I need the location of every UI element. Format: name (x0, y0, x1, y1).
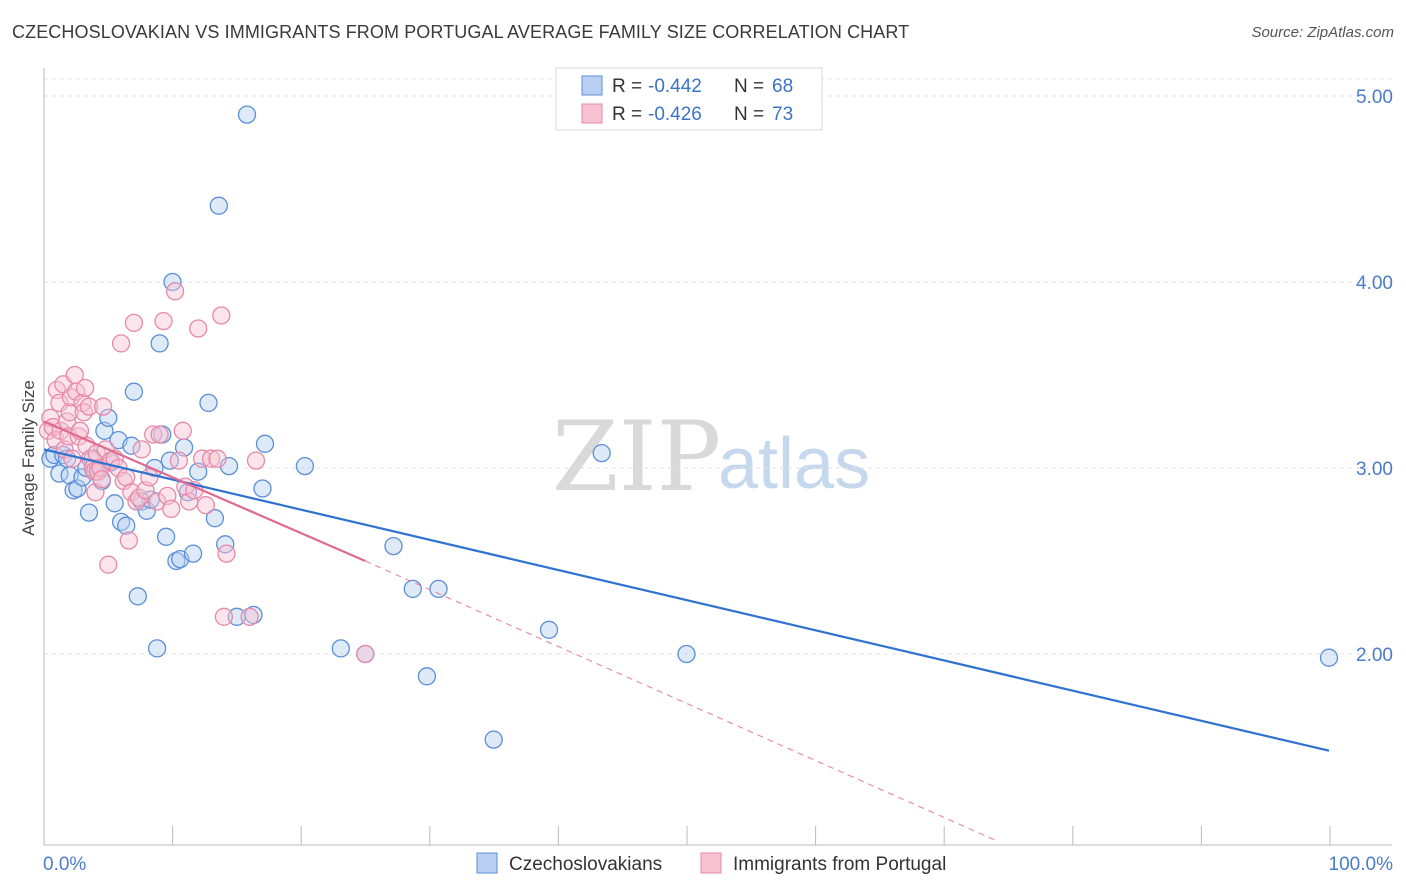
czechoslovakian-point (147, 639, 167, 658)
portugal-point (217, 544, 236, 563)
bottom-legend-label-blue: Czechoslovakians (509, 854, 662, 875)
trend-line-portugal-extrapolated (365, 560, 996, 841)
portugal-point (165, 282, 185, 301)
czechoslovakian-point (199, 393, 218, 413)
chart-title: CZECHOSLOVAKIAN VS IMMIGRANTS FROM PORTU… (12, 22, 910, 42)
czechoslovakian-point (183, 544, 203, 563)
x-tick-label-min: 0.0% (43, 854, 86, 875)
czechoslovakian-point (331, 639, 350, 658)
legend-n-value-pink: 73 (772, 104, 793, 125)
y-tick-label: 2.00 (1356, 645, 1393, 666)
y-tick-label: 3.00 (1356, 459, 1393, 480)
czechoslovakian-point (539, 620, 559, 639)
source-label: Source: ZipAtlas.com (1251, 24, 1394, 41)
czechoslovakian-point (253, 479, 272, 498)
czechoslovakian-point (156, 527, 176, 546)
portugal-point (61, 388, 81, 407)
portugal-point (111, 334, 131, 353)
czechoslovakian-point (205, 509, 225, 528)
portugal-point (214, 607, 234, 626)
czechoslovakian-point (122, 436, 141, 455)
portugal-point (93, 397, 113, 416)
portugal-point (99, 555, 118, 574)
czechoslovakian-point (99, 408, 118, 427)
czechoslovakian-point (417, 667, 437, 686)
portugal-point (66, 382, 86, 401)
portugal-point (162, 499, 181, 519)
trend-line-portugal (43, 420, 366, 563)
portugal-point (63, 449, 82, 468)
legend-r-label-blue: R = (612, 76, 642, 97)
portugal-point (246, 451, 266, 470)
bottom-legend-swatch-blue (476, 852, 498, 874)
czechoslovakian-point (128, 587, 147, 606)
stats-legend: R = -0.442 N = 68 R = -0.426 N = 73 (555, 67, 823, 131)
trend-line-czechoslovakians (43, 448, 1330, 752)
czechoslovakian-point (68, 479, 87, 498)
series-legend: Czechoslovakians Immigrants from Portuga… (476, 852, 946, 875)
legend-n-label-blue: N = (734, 76, 764, 97)
portugal-point (74, 403, 93, 422)
y-tick-label: 4.00 (1356, 273, 1393, 294)
portugal-point (144, 425, 163, 444)
bottom-legend-swatch-pink (700, 852, 722, 874)
trend-lines (43, 420, 1330, 841)
portugal-point (92, 470, 111, 489)
portugal-point (189, 319, 208, 338)
czechoslovakian-point (384, 536, 403, 556)
gridlines (44, 78, 1392, 655)
portugal-point (169, 451, 189, 470)
portugal-point (119, 531, 138, 550)
czechoslovakian-point (1319, 648, 1339, 667)
czechoslovakian-point (592, 443, 611, 463)
y-tick-label: 5.00 (1356, 87, 1393, 108)
x-tick-label-max: 100.0% (1329, 854, 1394, 875)
portugal-point (79, 397, 99, 416)
czechoslovakian-point (105, 494, 124, 513)
portugal-point (132, 440, 151, 459)
portugal-point (129, 488, 149, 507)
portugal-point (240, 607, 259, 626)
x-axis-ticks (43, 826, 1331, 845)
legend-r-value-blue: -0.442 (648, 76, 702, 97)
portugal-point (140, 468, 159, 487)
legend-r-label-pink: R = (612, 104, 642, 125)
y-axis-label: Average Family Size (19, 380, 38, 536)
czechoslovakian-point (117, 516, 136, 535)
czechoslovakian-point (295, 456, 315, 476)
legend-n-value-blue: 68 (772, 76, 793, 97)
legend-swatch-pink (581, 103, 603, 124)
czechoslovakian-point (237, 105, 257, 124)
portugal-point (150, 425, 169, 444)
czechoslovakian-point (677, 644, 696, 664)
watermark-zip: ZIP (552, 401, 721, 513)
watermark-atlas: atlas (718, 424, 870, 504)
y-axis-tick-labels: 2.00 3.00 4.00 5.00 (1356, 87, 1393, 666)
czechoslovakian-point (150, 334, 169, 353)
portugal-point (208, 449, 227, 468)
portugal-point (212, 306, 231, 325)
portugal-point (147, 492, 167, 511)
portugal-point (124, 313, 144, 333)
portugal-point (173, 421, 192, 440)
czechoslovakian-point (484, 730, 503, 749)
legend-n-label-pink: N = (734, 104, 764, 125)
portugal-point (154, 311, 173, 331)
czechoslovakian-point (216, 535, 235, 554)
portugal-point (196, 496, 216, 515)
portugal-point (60, 403, 79, 422)
czechoslovakian-point (124, 382, 144, 401)
czechoslovakian-point (209, 196, 228, 215)
czechoslovakian-point (255, 434, 275, 453)
czechoslovakian-point (79, 503, 99, 522)
portugal-point (201, 449, 221, 468)
czechoslovakian-point (403, 579, 422, 599)
portugal-point (356, 644, 375, 664)
portugal-point (75, 378, 95, 398)
bottom-legend-label-pink: Immigrants from Portugal (733, 854, 946, 875)
czechoslovakian-point (429, 579, 448, 599)
legend-r-value-pink: -0.426 (648, 104, 702, 125)
legend-swatch-blue (581, 75, 603, 96)
